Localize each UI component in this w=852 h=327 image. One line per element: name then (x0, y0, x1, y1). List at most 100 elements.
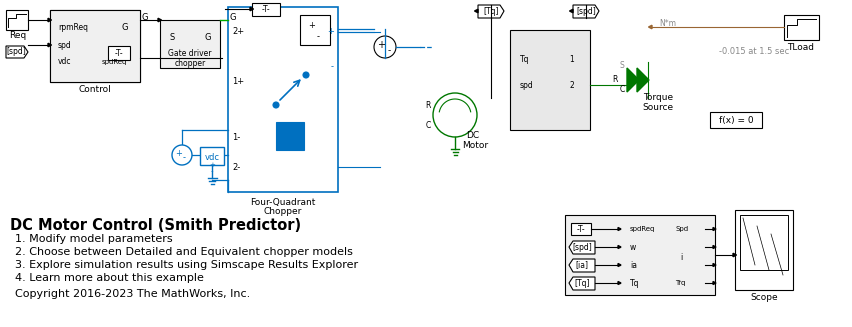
Text: w: w (630, 243, 636, 251)
Text: Control: Control (78, 84, 112, 94)
Circle shape (374, 36, 396, 58)
Polygon shape (618, 264, 621, 267)
Text: spdReq: spdReq (102, 59, 128, 65)
Text: Source: Source (642, 104, 674, 112)
Text: [spd]: [spd] (576, 7, 596, 15)
Text: rpmReq: rpmReq (58, 24, 88, 32)
Text: -: - (316, 32, 320, 42)
Text: +: + (377, 40, 385, 50)
Text: vdc: vdc (58, 58, 72, 66)
Text: Four-Quadrant: Four-Quadrant (250, 198, 316, 206)
Polygon shape (713, 282, 716, 284)
Bar (228, 7, 338, 192)
Text: [ia]: [ia] (575, 261, 589, 269)
Text: spd: spd (58, 41, 72, 49)
Text: -T-: -T- (262, 5, 270, 13)
Polygon shape (478, 5, 504, 18)
Bar (50, 10, 140, 82)
Polygon shape (569, 9, 573, 13)
Text: -0.015 at 1.5 sec: -0.015 at 1.5 sec (719, 47, 789, 57)
Bar (510, 30, 590, 130)
Text: vdc: vdc (204, 152, 220, 162)
Text: S: S (170, 33, 175, 43)
Text: +: + (308, 21, 315, 29)
Text: Req: Req (9, 31, 26, 41)
Bar (200, 147, 224, 165)
Circle shape (273, 102, 279, 108)
Text: S: S (619, 60, 625, 70)
Text: C: C (425, 121, 430, 129)
Text: 3. Explore simulation results using Simscape Results Explorer: 3. Explore simulation results using Sims… (15, 260, 358, 270)
Text: 4. Learn more about this example: 4. Learn more about this example (15, 273, 204, 283)
Text: i: i (680, 252, 682, 262)
Text: -: - (388, 46, 390, 56)
Text: G: G (142, 13, 148, 23)
Text: ia: ia (630, 261, 637, 269)
Text: 1. Modify model parameters: 1. Modify model parameters (15, 234, 173, 244)
Text: spd: spd (520, 80, 533, 90)
Text: +: + (327, 27, 334, 37)
Text: C: C (619, 85, 625, 95)
Text: +: + (209, 162, 215, 168)
Polygon shape (573, 5, 599, 18)
Text: G: G (122, 24, 129, 32)
Bar (50, 10, 140, 82)
Bar (108, 46, 130, 60)
Text: -T-: -T- (115, 48, 124, 58)
Circle shape (303, 72, 309, 78)
Polygon shape (48, 18, 51, 22)
Polygon shape (475, 9, 478, 13)
Text: Gate driver: Gate driver (168, 48, 212, 58)
Text: DC Motor Control (Smith Predictor): DC Motor Control (Smith Predictor) (10, 218, 301, 233)
Polygon shape (250, 7, 254, 11)
Text: Spd: Spd (675, 226, 688, 232)
Text: DC: DC (466, 130, 480, 140)
Polygon shape (569, 241, 595, 254)
Text: Chopper: Chopper (264, 206, 302, 215)
Polygon shape (618, 282, 621, 284)
Text: 2. Choose between Detailed and Equivalent chopper models: 2. Choose between Detailed and Equivalen… (15, 247, 353, 257)
Polygon shape (48, 43, 51, 47)
Bar (300, 15, 330, 45)
Polygon shape (618, 246, 621, 249)
Text: chopper: chopper (175, 59, 205, 67)
Bar (160, 20, 220, 68)
Text: [spd]: [spd] (6, 47, 26, 57)
Text: Torque: Torque (643, 94, 673, 102)
Text: Copyright 2016-2023 The MathWorks, Inc.: Copyright 2016-2023 The MathWorks, Inc. (15, 289, 250, 299)
Polygon shape (713, 246, 716, 249)
Text: -T-: -T- (577, 225, 585, 233)
Bar (710, 112, 762, 128)
Polygon shape (618, 228, 621, 231)
Polygon shape (733, 253, 736, 257)
Bar (252, 3, 280, 16)
Text: -: - (210, 168, 213, 174)
Circle shape (172, 145, 192, 165)
Text: -: - (182, 153, 186, 163)
Text: Tq: Tq (520, 56, 529, 64)
Bar (571, 223, 591, 235)
Text: +: + (176, 148, 182, 158)
Text: N*m: N*m (659, 19, 676, 27)
Polygon shape (6, 46, 28, 58)
Polygon shape (713, 264, 716, 267)
Bar (784, 15, 819, 40)
Text: 1: 1 (570, 56, 574, 64)
Bar (6, 10, 28, 30)
Polygon shape (637, 68, 649, 92)
Text: 2-: 2- (232, 163, 240, 171)
Polygon shape (713, 228, 716, 231)
Bar (740, 215, 788, 270)
Text: Scope: Scope (751, 292, 778, 301)
Text: spdReq: spdReq (630, 226, 655, 232)
Text: [Tq]: [Tq] (574, 279, 590, 287)
Polygon shape (569, 259, 595, 272)
Text: -: - (331, 62, 334, 72)
Polygon shape (569, 277, 595, 290)
Text: f(x) = 0: f(x) = 0 (719, 115, 753, 125)
Bar (735, 210, 793, 290)
Polygon shape (158, 18, 162, 22)
Text: G: G (204, 33, 211, 43)
Polygon shape (627, 68, 639, 92)
Text: Trq: Trq (675, 280, 685, 286)
